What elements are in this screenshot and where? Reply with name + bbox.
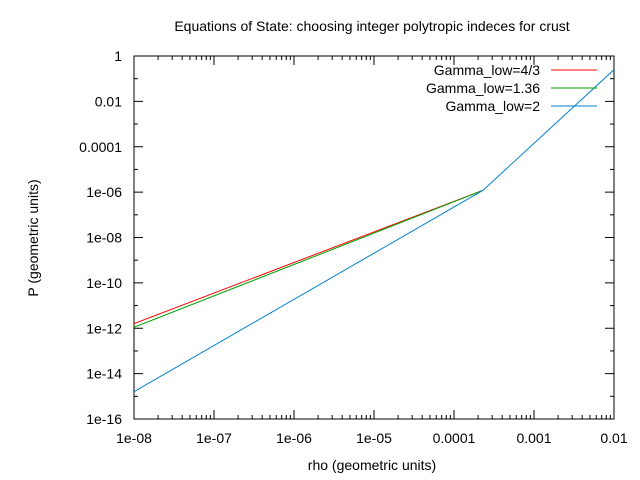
series-layer <box>134 69 614 393</box>
x-ticks: 1e-08 1e-07 1e-06 1e-05 0.0001 0.001 0.01 <box>116 56 628 446</box>
plot-frame <box>133 55 615 420</box>
y-ticks: 1e-16 1e-14 1e-12 1e-10 1e-08 1e-06 0.0001 0.01… <box>79 48 614 427</box>
y-tick-label: 0.0001 <box>79 139 122 155</box>
series-line-3 <box>134 69 614 393</box>
x-tick-label: 0.001 <box>516 430 551 446</box>
x-tick-label: 0.0001 <box>433 430 476 446</box>
legend-label: Gamma_low=4/3 <box>434 62 540 78</box>
y-tick-label: 1e-08 <box>86 230 122 246</box>
x-axis-label: rho (geometric units) <box>308 457 436 473</box>
legend-label: Gamma_low=1.36 <box>426 80 540 96</box>
x-tick-label: 1e-07 <box>196 430 232 446</box>
y-tick-label: 1e-16 <box>86 411 122 427</box>
legend-label: Gamma_low=2 <box>445 98 540 114</box>
y-tick-label: 1e-12 <box>86 320 122 336</box>
x-tick-label: 0.01 <box>600 430 627 446</box>
x-tick-label: 1e-05 <box>356 430 392 446</box>
series-line-2 <box>134 189 484 328</box>
x-tick-label: 1e-08 <box>116 430 152 446</box>
y-tick-label: 0.01 <box>95 93 122 109</box>
legend: Gamma_low=4/3 Gamma_low=1.36 Gamma_low=2 <box>426 62 597 114</box>
y-axis-label: P (geometric units) <box>25 179 41 296</box>
chart-title: Equations of State: choosing integer pol… <box>174 18 569 34</box>
y-tick-label: 1e-06 <box>86 184 122 200</box>
series-line-1 <box>134 189 484 325</box>
y-tick-label: 1 <box>114 48 122 64</box>
y-tick-label: 1e-14 <box>86 366 122 382</box>
y-tick-label: 1e-10 <box>86 275 122 291</box>
x-tick-label: 1e-06 <box>276 430 312 446</box>
